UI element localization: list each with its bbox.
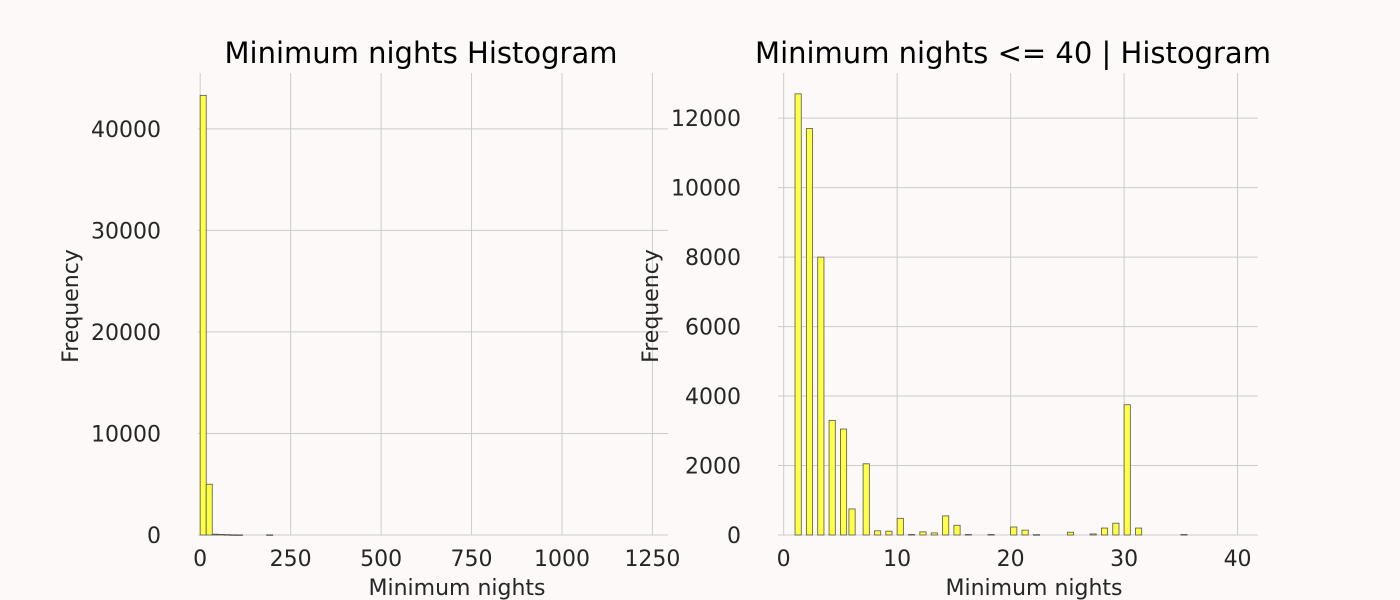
- chart-2-bar: [1101, 527, 1109, 536]
- chart-2-bar: [908, 534, 916, 536]
- chart-2-bar: [987, 534, 995, 536]
- chart-1-bar: [223, 534, 231, 536]
- chart-2-bar: [848, 508, 856, 536]
- chart-2-ytick-label: 4000: [685, 385, 741, 410]
- chart-1-bar: [217, 533, 225, 536]
- chart-2-bar: [1066, 531, 1075, 536]
- chart-1-ytick-label: 0: [147, 524, 161, 549]
- chart-2-ytick-label: 8000: [685, 246, 741, 271]
- chart-2-ylabel: Frequency: [639, 249, 664, 363]
- chart-2-xlabel: Minimum nights: [946, 576, 1123, 600]
- chart-2-bar: [874, 530, 882, 536]
- chart-1-xtick-label: 250: [270, 547, 312, 572]
- chart-1-bar: [266, 534, 274, 536]
- chart-2-bar: [1089, 533, 1097, 536]
- chart-2-ytick-label: 2000: [685, 455, 741, 480]
- chart-2-bar: [896, 517, 904, 536]
- chart-1-bar: [229, 534, 237, 536]
- chart-2-title: Minimum nights <= 40 | Histogram: [755, 36, 1271, 70]
- chart-1-ytick-label: 20000: [91, 321, 161, 346]
- chart-1-ytick-label: 30000: [91, 219, 161, 244]
- chart-2-bar: [1032, 534, 1040, 536]
- chart-2-ytick-label: 12000: [671, 107, 741, 132]
- chart-1-xtick-label: 0: [193, 547, 207, 572]
- chart-2-bar: [805, 128, 814, 536]
- chart-1-ytick-label: 40000: [91, 118, 161, 143]
- chart-2-bar: [1123, 404, 1131, 536]
- chart-1-xtick-label: 1250: [624, 547, 680, 572]
- chart-2-xtick-label: 30: [1110, 547, 1138, 572]
- chart-2-bar: [1021, 529, 1029, 536]
- chart-2-bar: [828, 419, 836, 536]
- chart-2-bar: [1112, 522, 1120, 536]
- chart-2-bar: [1135, 527, 1143, 536]
- chart-1-bar: [199, 94, 207, 536]
- chart-2-bar: [862, 463, 870, 536]
- chart-1-xtick-label: 750: [451, 547, 493, 572]
- chart-2-xtick-label: 20: [997, 547, 1025, 572]
- chart-2-bar: [817, 256, 825, 536]
- chart-2-ytick-label: 6000: [685, 316, 741, 341]
- chart-1-xtick-label: 500: [360, 547, 402, 572]
- chart-2-xtick-label: 10: [883, 547, 911, 572]
- chart-2-bar: [1010, 526, 1018, 536]
- chart-2-ytick-label: 10000: [671, 177, 741, 202]
- chart-1-title: Minimum nights Histogram: [225, 36, 618, 70]
- chart-2-bar: [1180, 534, 1188, 536]
- chart-1-ylabel: Frequency: [59, 249, 84, 363]
- chart-2-bar: [942, 515, 950, 536]
- chart-1-bar: [211, 533, 219, 536]
- chart-2-bar: [953, 524, 961, 536]
- chart-1-bar: [236, 534, 243, 536]
- chart-2-xtick-label: 0: [777, 547, 791, 572]
- chart-2-xtick-label: 40: [1224, 547, 1252, 572]
- chart-1-xtick-label: 1000: [534, 547, 590, 572]
- chart-1-bar: [205, 483, 213, 536]
- chart-1-ytick-label: 10000: [91, 422, 161, 447]
- chart-2-bar: [919, 531, 927, 536]
- chart-2-ytick-label: 0: [727, 524, 741, 549]
- chart-2-bar: [794, 93, 802, 536]
- chart-2-bar: [840, 428, 848, 536]
- chart-2-bar: [964, 534, 972, 536]
- chart-1-xlabel: Minimum nights: [369, 576, 546, 600]
- chart-2-bar: [885, 530, 893, 536]
- chart-2-bar: [930, 532, 938, 536]
